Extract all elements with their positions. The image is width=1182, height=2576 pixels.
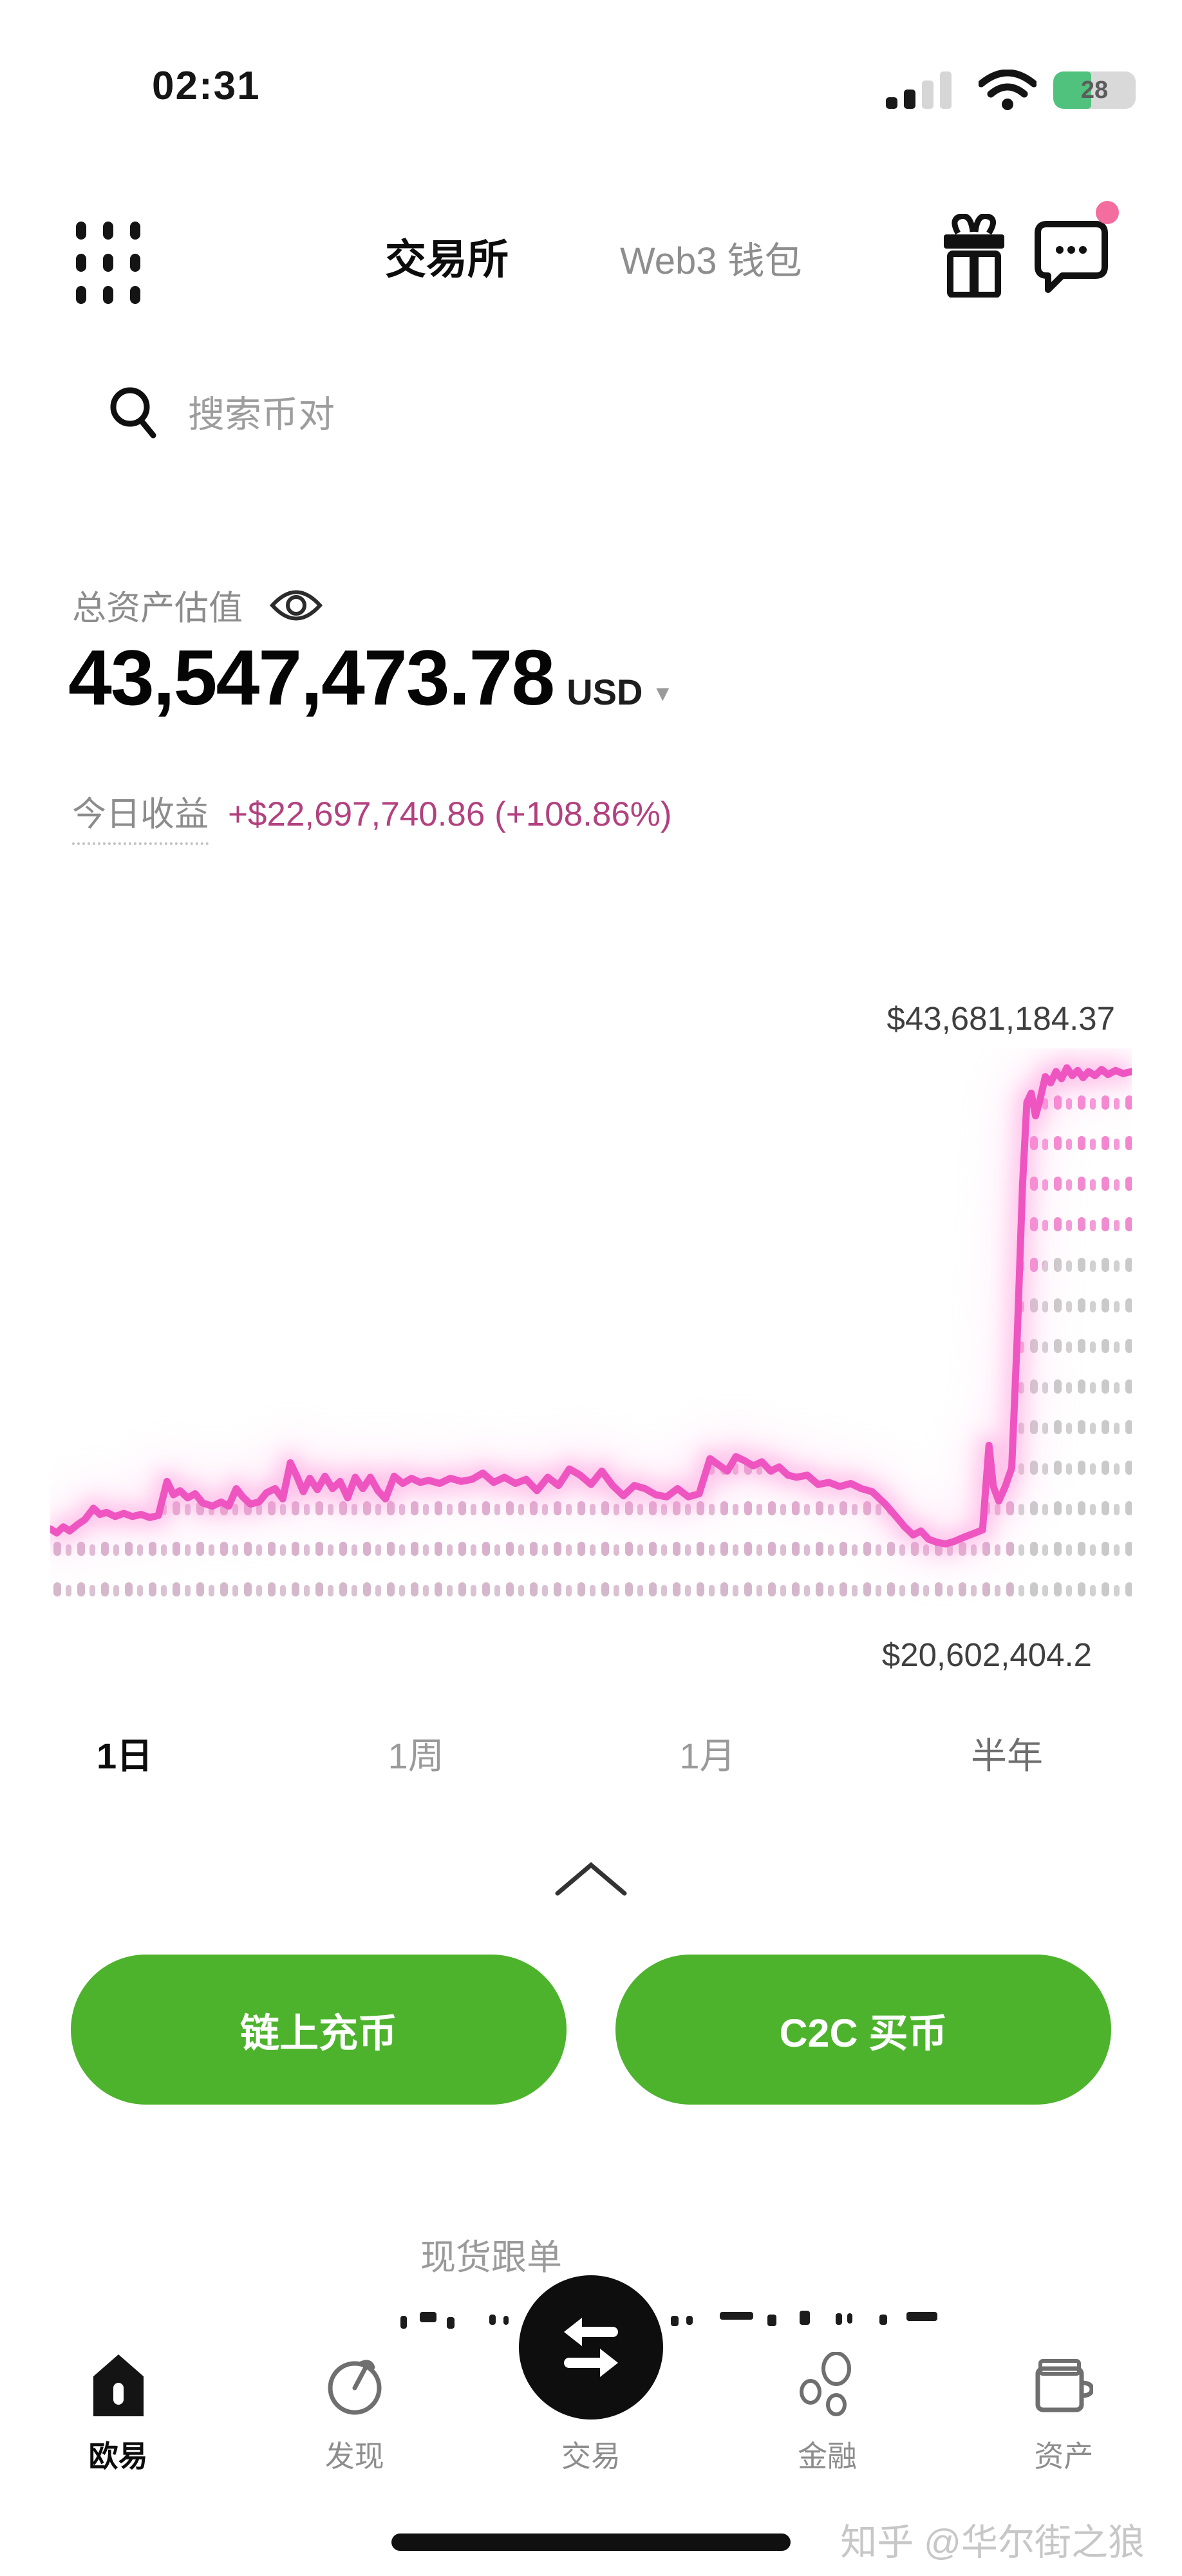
nav-item-trade[interactable]: 交易: [473, 2349, 709, 2476]
wallet-icon: [1034, 2349, 1094, 2416]
portfolio-chart[interactable]: [31, 1042, 1149, 1628]
deposit-crypto-button[interactable]: 链上充币: [71, 1955, 567, 2105]
today-pnl-value: +$22,697,740.86 (+108.86%): [228, 795, 672, 833]
period-tab-1w[interactable]: 1周: [388, 1736, 444, 1776]
period-tab-1d[interactable]: 1日: [97, 1736, 153, 1776]
eye-visibility-icon[interactable]: [268, 585, 324, 625]
total-assets-label: 总资产估值: [72, 589, 243, 627]
search-input[interactable]: 搜索币对: [108, 384, 335, 439]
notification-dot: [1096, 201, 1119, 224]
gift-icon[interactable]: [939, 214, 1009, 298]
collapse-chevron-up-icon[interactable]: [539, 1856, 643, 1901]
nav-label: 发现: [324, 2439, 384, 2473]
battery-icon: 28: [1053, 71, 1136, 109]
cellular-signal-icon: [886, 71, 952, 109]
chevron-down-icon[interactable]: ▼: [652, 681, 674, 706]
nav-label: 交易: [561, 2439, 621, 2473]
total-assets-value-row: 43,547,473.78 USD ▼: [68, 632, 673, 723]
status-icons: 28: [886, 70, 1136, 111]
nav-item-discover[interactable]: 发现: [236, 2349, 473, 2476]
tab-web3-wallet[interactable]: Web3 钱包: [620, 240, 802, 282]
total-assets-label-row: 总资产估值: [72, 581, 324, 630]
finance-bubbles-icon: [798, 2349, 857, 2416]
nav-label: 金融: [798, 2439, 858, 2473]
search-placeholder: 搜索币对: [188, 394, 335, 435]
chart-max-label: $43,681,184.37: [887, 1000, 1115, 1037]
trade-button[interactable]: [519, 2275, 663, 2420]
search-icon: [110, 387, 156, 439]
watermark: 知乎 @华尔街之狼: [840, 2522, 1145, 2563]
apps-grid-menu-icon[interactable]: [76, 222, 143, 305]
nav-item-finance[interactable]: 金融: [709, 2349, 946, 2476]
nav-label: 资产: [1034, 2439, 1094, 2473]
chat-icon[interactable]: [1034, 219, 1109, 296]
period-tabs: 1日 1周 1月 半年: [0, 1727, 1182, 1779]
today-pnl-row: 今日收益 +$22,697,740.86 (+108.86%): [72, 787, 672, 845]
home-indicator[interactable]: [391, 2533, 791, 2551]
bottom-nav: 欧易 发现 交易 金融: [0, 2349, 1182, 2476]
tab-exchange[interactable]: 交易所: [385, 236, 509, 283]
okx-home-icon: [93, 2349, 144, 2416]
nav-item-assets[interactable]: 资产: [946, 2349, 1182, 2476]
swap-arrows-icon: [564, 2318, 618, 2377]
total-assets-value: 43,547,473.78: [68, 634, 555, 721]
c2c-buy-button[interactable]: C2C 买币: [615, 1955, 1111, 2105]
period-tab-6m[interactable]: 半年: [970, 1736, 1043, 1776]
chart-min-label: $20,602,404.2: [881, 1636, 1092, 1673]
today-pnl-label[interactable]: 今日收益: [72, 787, 209, 845]
nav-item-home[interactable]: 欧易: [0, 2349, 236, 2476]
status-time: 02:31: [152, 64, 261, 108]
nav-label: 欧易: [88, 2439, 148, 2473]
spot-copy-trading-title[interactable]: 现货跟单: [420, 2237, 563, 2277]
battery-percent: 28: [1080, 76, 1109, 104]
wifi-icon: [979, 70, 1037, 110]
action-buttons: 链上充币 C2C 买币: [71, 1955, 1111, 2105]
period-tab-1m[interactable]: 1月: [679, 1736, 736, 1776]
portfolio-chart-svg: [31, 1042, 1149, 1615]
currency-selector[interactable]: USD: [567, 672, 643, 712]
discover-icon: [325, 2349, 384, 2416]
